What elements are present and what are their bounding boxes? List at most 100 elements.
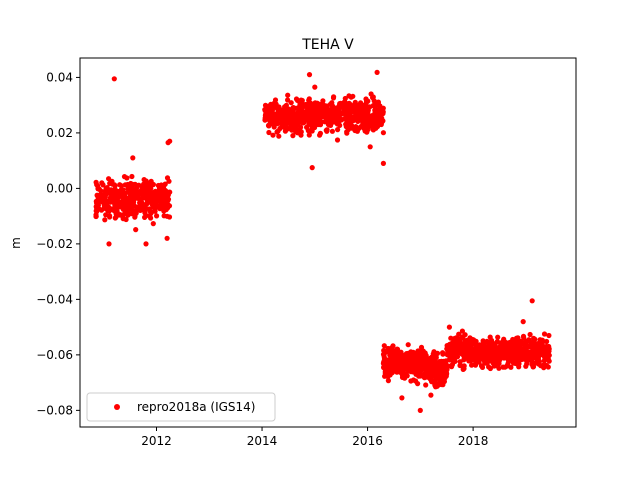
data-point	[156, 193, 162, 199]
data-point	[471, 348, 477, 354]
data-point	[112, 215, 118, 221]
data-point	[395, 362, 401, 369]
data-point	[282, 103, 288, 110]
data-point	[480, 347, 486, 353]
data-point	[166, 178, 172, 184]
data-point	[129, 173, 135, 180]
data-point	[282, 110, 288, 116]
data-point	[93, 213, 99, 219]
chart-title: TEHA V	[301, 37, 354, 53]
data-point	[292, 127, 299, 133]
data-point	[496, 361, 502, 367]
data-point	[335, 117, 341, 123]
data-point	[424, 374, 430, 380]
data-point	[368, 91, 374, 97]
data-point	[492, 341, 498, 348]
data-point	[393, 352, 399, 358]
data-point	[110, 207, 116, 213]
data-point	[510, 359, 516, 365]
data-point	[276, 108, 282, 114]
data-point	[489, 337, 495, 344]
data-point	[125, 181, 131, 188]
data-point	[393, 356, 399, 362]
data-point	[462, 343, 469, 349]
data-point	[367, 144, 373, 150]
data-point	[108, 190, 114, 196]
data-point	[306, 72, 313, 78]
data-point	[408, 378, 414, 384]
data-point	[370, 103, 376, 109]
data-point	[491, 346, 498, 352]
data-point	[304, 124, 310, 130]
data-point	[434, 350, 441, 356]
data-point	[129, 183, 135, 189]
data-point	[365, 124, 371, 130]
data-point	[427, 355, 433, 361]
y-axis-label: m	[9, 237, 23, 249]
data-point	[107, 180, 113, 186]
data-point	[94, 182, 100, 188]
data-point	[521, 356, 527, 362]
data-point	[150, 221, 156, 227]
data-point	[161, 208, 167, 214]
data-point	[504, 346, 510, 352]
data-point	[459, 348, 466, 354]
data-point	[136, 204, 142, 210]
data-point	[161, 184, 167, 190]
data-point	[451, 339, 457, 345]
data-point	[107, 195, 113, 201]
data-point	[106, 241, 112, 247]
data-point	[297, 112, 304, 118]
data-point	[472, 362, 479, 368]
data-point	[423, 382, 429, 388]
data-point	[530, 349, 536, 355]
data-point	[144, 185, 150, 191]
data-point	[406, 351, 412, 358]
data-point	[285, 97, 291, 103]
data-point	[346, 100, 352, 106]
data-point	[317, 132, 323, 138]
data-point	[337, 122, 343, 128]
data-point	[350, 114, 356, 120]
data-point	[118, 183, 124, 189]
data-point	[309, 104, 315, 110]
data-point	[306, 132, 312, 138]
data-point	[121, 194, 127, 200]
data-point	[501, 339, 508, 345]
data-point	[375, 100, 381, 106]
data-point	[401, 356, 407, 363]
data-point	[288, 100, 294, 106]
data-point	[520, 319, 526, 325]
data-point	[467, 347, 473, 353]
data-point	[360, 103, 366, 109]
data-point	[496, 365, 502, 371]
data-point	[152, 208, 158, 214]
data-point	[111, 76, 117, 82]
data-point	[515, 339, 522, 345]
data-point	[320, 98, 326, 104]
data-point	[381, 365, 387, 371]
data-point	[342, 95, 348, 102]
data-point	[330, 95, 337, 101]
legend-box	[86, 392, 276, 422]
data-point	[528, 357, 534, 363]
data-point	[387, 372, 393, 378]
data-point	[349, 125, 355, 131]
data-point	[334, 137, 341, 143]
data-point	[117, 212, 123, 218]
legend-marker	[114, 404, 120, 410]
data-point	[268, 110, 274, 116]
data-point	[130, 155, 136, 161]
data-point	[113, 197, 119, 203]
data-point	[102, 217, 108, 223]
data-point	[522, 341, 528, 348]
data-point	[513, 335, 520, 341]
data-point	[399, 395, 405, 401]
data-point	[412, 355, 418, 362]
data-point	[150, 198, 157, 204]
data-point	[414, 350, 421, 356]
data-point	[265, 115, 272, 121]
data-point	[141, 177, 147, 183]
data-point	[391, 348, 397, 354]
data-point	[435, 371, 441, 377]
